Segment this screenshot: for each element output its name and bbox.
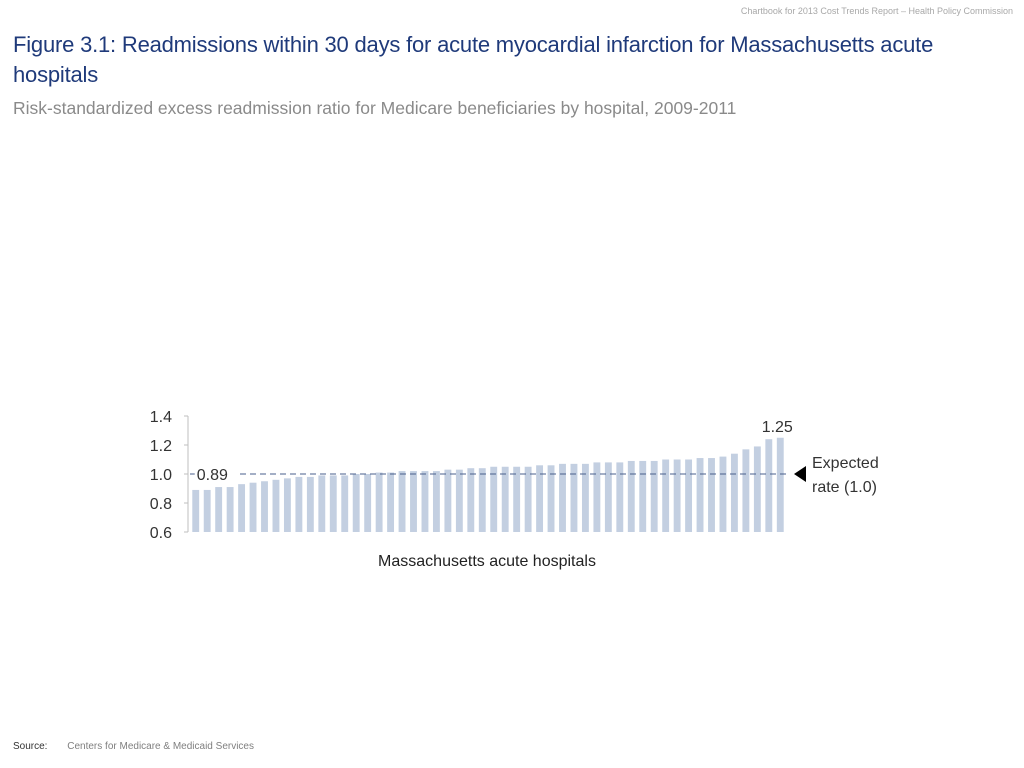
bar — [203, 489, 211, 532]
bar — [318, 475, 326, 532]
bar — [719, 456, 727, 532]
bar — [765, 439, 773, 532]
bar — [272, 479, 280, 532]
source-text: Centers for Medicare & Medicaid Services — [67, 741, 254, 752]
y-tick-label: 0.6 — [150, 525, 172, 542]
bar — [604, 462, 612, 532]
y-tick-label: 1.2 — [150, 438, 172, 455]
bar — [192, 489, 200, 532]
bar — [490, 466, 498, 532]
bar — [730, 453, 738, 532]
bar — [708, 458, 715, 532]
bar — [421, 471, 429, 532]
data-label-background — [194, 463, 237, 483]
bar — [776, 437, 784, 532]
bar — [501, 466, 509, 532]
bar — [455, 469, 463, 532]
y-tick-label: 0.8 — [150, 496, 172, 513]
bar — [536, 465, 544, 532]
bar — [444, 469, 452, 532]
source-footer: Source: Centers for Medicare & Medicaid … — [13, 741, 254, 752]
data-label: 1.25 — [762, 419, 793, 436]
reference-line-label: Expected — [812, 455, 879, 472]
reference-line-label: rate (1.0) — [812, 479, 877, 496]
bar — [410, 471, 417, 532]
y-tick-label: 1.4 — [150, 409, 172, 426]
bar — [570, 463, 578, 532]
bar — [341, 475, 349, 532]
bar — [593, 462, 601, 532]
bar — [329, 475, 337, 532]
bar — [616, 462, 624, 532]
bar — [215, 487, 223, 532]
bar — [306, 476, 314, 532]
bar — [753, 446, 761, 532]
bar-chart: 0.6 0.8 1.0 1.2 1.4 0.89 1.25 Expected rate (1.0… — [150, 409, 879, 570]
page-subtitle: Risk-standardized excess readmission rat… — [13, 98, 737, 118]
bar — [650, 460, 658, 532]
bar — [398, 471, 406, 532]
header-note: Chartbook for 2013 Cost Trends Report – … — [740, 6, 1013, 16]
bar — [352, 474, 360, 532]
bar — [375, 472, 383, 532]
bar — [662, 459, 670, 532]
x-axis-label: Massachusetts acute hospitals — [378, 553, 596, 570]
y-tick-label: 1.0 — [150, 467, 172, 484]
bar — [696, 458, 704, 532]
bar — [742, 449, 750, 532]
reference-marker-icon — [794, 466, 806, 482]
bar — [432, 471, 440, 532]
bar — [364, 474, 372, 532]
bar — [226, 487, 234, 532]
bar — [513, 466, 521, 532]
bar — [283, 478, 291, 532]
bar — [524, 466, 532, 532]
bar — [467, 468, 475, 532]
bar — [295, 476, 303, 532]
bar — [478, 468, 486, 532]
bar — [249, 482, 257, 532]
bar — [238, 484, 246, 532]
bar — [559, 463, 566, 532]
bar — [581, 463, 589, 532]
bar — [673, 459, 681, 532]
bar — [627, 460, 635, 532]
source-label: Source: — [13, 741, 48, 752]
page-title: Figure 3.1: Readmissions within 30 days … — [13, 32, 934, 87]
bar — [261, 481, 268, 532]
bar — [639, 460, 647, 532]
bar — [387, 472, 395, 532]
bar — [547, 465, 555, 532]
bar — [685, 459, 693, 532]
data-label: 0.89 — [197, 467, 228, 484]
